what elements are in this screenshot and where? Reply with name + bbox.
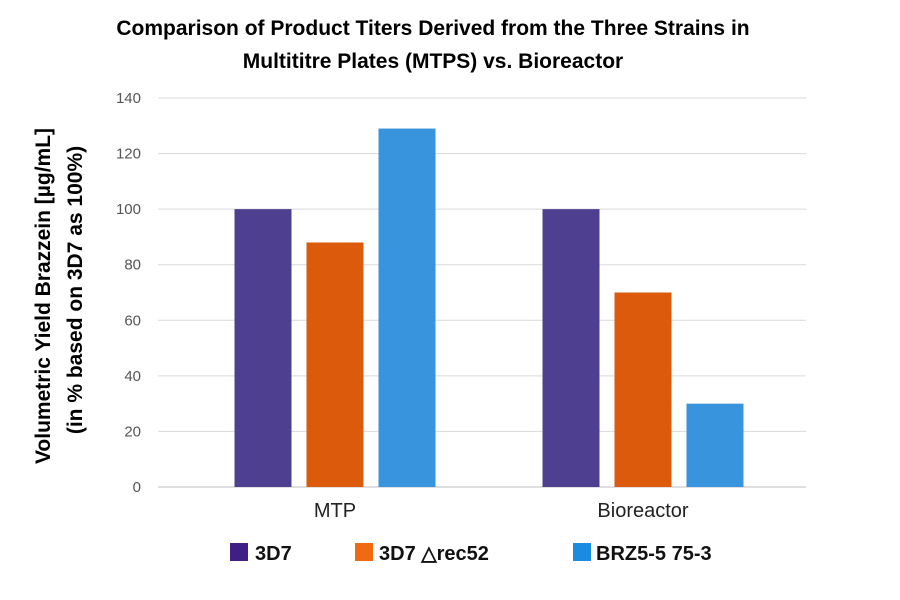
legend-label: 3D7 △rec52 — [379, 543, 489, 565]
y-tick-label: 140 — [116, 90, 141, 107]
y-tick-label: 60 — [124, 312, 141, 329]
y-tick-label: 80 — [124, 257, 141, 274]
y-axis-label-line-1: Volumetric Yield Brazzein [µg/mL] — [32, 128, 55, 464]
y-axis-ticks: 0 20 40 60 80 100 120 140 — [116, 90, 141, 496]
bar-mtp-0 — [234, 209, 292, 487]
y-tick-label: 40 — [124, 368, 141, 385]
x-category-label: MTP — [314, 500, 356, 522]
bar-bioreactor-1 — [614, 292, 672, 487]
bar-mtp-2 — [378, 128, 436, 488]
bars — [234, 128, 744, 488]
legend-label: 3D7 — [255, 543, 292, 565]
y-axis-label-line-2: (in % based on 3D7 as 100%) — [64, 146, 87, 434]
legend-swatch — [230, 543, 248, 561]
y-tick-label: 100 — [116, 201, 141, 218]
legend: 3D7 3D7 △rec52 BRZ5-5 75-3 — [230, 543, 712, 565]
chart-title-line-2: Multititre Plates (MTPS) vs. Bioreactor — [243, 50, 623, 73]
y-tick-label: 20 — [124, 423, 141, 440]
x-category-label: Bioreactor — [597, 500, 688, 522]
x-axis-categories: MTP Bioreactor — [314, 500, 689, 522]
y-tick-label: 120 — [116, 146, 141, 163]
legend-swatch — [355, 543, 373, 561]
legend-swatch — [573, 543, 591, 561]
bar-mtp-1 — [306, 242, 364, 487]
bar-bioreactor-2 — [686, 403, 744, 487]
chart-title-line-1: Comparison of Product Titers Derived fro… — [116, 17, 749, 40]
y-tick-label: 0 — [133, 479, 141, 496]
legend-label: BRZ5-5 75-3 — [596, 543, 712, 565]
bar-bioreactor-0 — [542, 209, 600, 487]
